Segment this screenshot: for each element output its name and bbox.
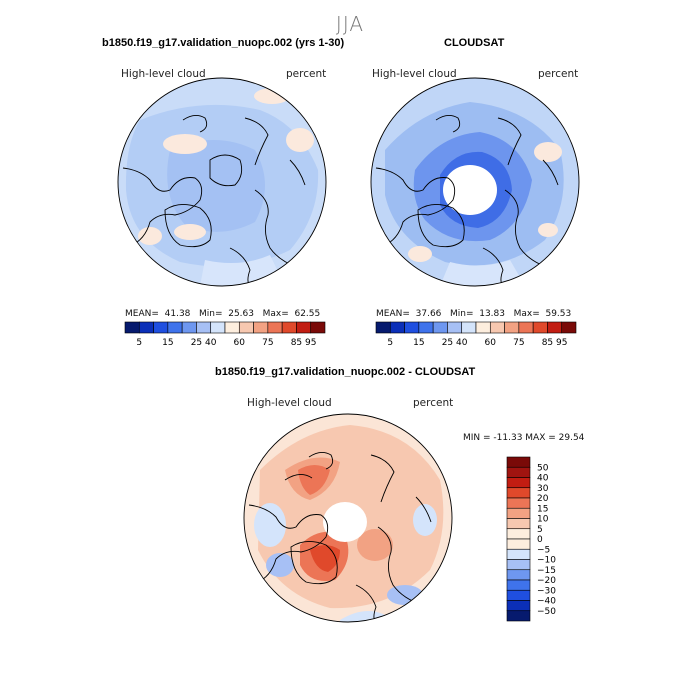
panel3-colorbar-tick-label: −15 bbox=[537, 566, 556, 576]
panel3-colorbar-swatch bbox=[506, 466, 531, 478]
panel1-stats: MEAN= 41.38 Min= 25.63 Max= 62.55 bbox=[125, 309, 321, 319]
panel2-colorbar-swatch bbox=[504, 321, 520, 334]
panel2-colorbar-swatch bbox=[418, 321, 434, 334]
panel1-units-label: percent bbox=[286, 68, 327, 80]
panel2-colorbar-swatch bbox=[389, 321, 405, 334]
panel1-colorbar-swatch bbox=[281, 321, 297, 334]
panel2-colorbar-tick-label: 95 bbox=[556, 338, 567, 348]
panel3-colorbar-tick-label: −40 bbox=[537, 597, 556, 607]
panel3-coastlines bbox=[248, 452, 432, 622]
panel1-colorbar-tick-label: 95 bbox=[305, 338, 316, 348]
panel3-stats: MIN = -11.33 MAX = 29.54 bbox=[463, 433, 585, 443]
panel3-colorbar-tick-label: −5 bbox=[537, 545, 550, 555]
panel3-colorbar-swatch bbox=[506, 548, 531, 560]
panel1-field-label: High-level cloud bbox=[121, 68, 206, 80]
panel1-map bbox=[118, 78, 326, 286]
panel2-colorbar-swatch bbox=[404, 321, 420, 334]
panel3-colorbar-swatch bbox=[506, 538, 531, 550]
panel2-map bbox=[371, 78, 579, 286]
panel2-colorbar-swatch bbox=[447, 321, 463, 334]
panel1-colorbar-swatch bbox=[196, 321, 212, 334]
panel2-colorbar-swatch bbox=[532, 321, 548, 334]
panel1-colorbar-swatch bbox=[310, 321, 326, 334]
panel2-colorbar-tick-label: 15 bbox=[413, 338, 424, 348]
panel1-colorbar-tick-label: 25 bbox=[191, 338, 202, 348]
panel1-colorbar-swatch bbox=[210, 321, 226, 334]
panel3-colorbar-swatch bbox=[506, 518, 531, 530]
panel1-colorbar-swatch bbox=[296, 321, 312, 334]
panel3-field-label: High-level cloud bbox=[247, 397, 332, 409]
panel2-title: CLOUDSAT bbox=[444, 37, 505, 49]
panel3-colorbar-tick-label: −10 bbox=[537, 556, 556, 566]
panel2-coastlines bbox=[375, 115, 559, 286]
season-title: JJA bbox=[335, 12, 365, 36]
panel2-colorbar-swatch bbox=[461, 321, 477, 334]
panel1-colorbar-swatch bbox=[238, 321, 254, 334]
panel2-colorbar-tick-label: 60 bbox=[485, 338, 497, 348]
panel3-colorbar-tick-label: −30 bbox=[537, 586, 556, 596]
panel3-colorbar-tick-label: −50 bbox=[537, 607, 556, 617]
panel2-colorbar-tick-label: 5 bbox=[387, 338, 393, 348]
panel3-map bbox=[244, 414, 452, 622]
panel1-colorbar-swatch bbox=[167, 321, 183, 334]
panel3-colorbar-swatch bbox=[506, 579, 531, 591]
panel1-colorbar-tick-label: 15 bbox=[162, 338, 173, 348]
panel1-colorbar-swatch bbox=[253, 321, 269, 334]
panel1-title: b1850.f19_g17.validation_nuopc.002 (yrs … bbox=[102, 37, 345, 49]
panel3-colorbar-swatch bbox=[506, 589, 531, 601]
panel1-colorbar-tick-label: 60 bbox=[234, 338, 246, 348]
panel2-colorbar-tick-label: 40 bbox=[456, 338, 468, 348]
panel3-colorbar-tick-label: 30 bbox=[537, 484, 549, 494]
panel3-colorbar-tick-label: 40 bbox=[537, 474, 549, 484]
panel2-colorbar-swatch bbox=[432, 321, 448, 334]
panel2-colorbar-tick-label: 75 bbox=[513, 338, 524, 348]
panel3-colorbar-swatch bbox=[506, 569, 531, 581]
panel3-colorbar-tick-label: 50 bbox=[537, 463, 549, 473]
panel2-colorbar-swatch bbox=[561, 321, 577, 334]
panel3-colorbar-tick-label: 15 bbox=[537, 504, 548, 514]
panel3-colorbar-swatch bbox=[506, 610, 531, 622]
panel3-colorbar-tick-label: 5 bbox=[537, 525, 543, 535]
panel3-colorbar-swatch bbox=[506, 497, 531, 509]
panel1-colorbar-swatch bbox=[181, 321, 197, 334]
panel3-title: b1850.f19_g17.validation_nuopc.002 - CLO… bbox=[215, 366, 476, 378]
panel3-colorbar-tick-label: 0 bbox=[537, 535, 543, 545]
panel3-colorbar-tick-label: 10 bbox=[537, 515, 549, 525]
panel1-colorbar-swatch bbox=[138, 321, 154, 334]
panel3-colorbar-swatch bbox=[506, 477, 531, 489]
panel1-colorbar: 5 15 25 40 60 75 85 95 bbox=[124, 321, 326, 348]
panel3-colorbar-swatch bbox=[506, 456, 531, 468]
panel1-colorbar-tick-label: 75 bbox=[262, 338, 273, 348]
panel1-colorbar-tick-label: 85 bbox=[291, 338, 302, 348]
panel1-colorbar-tick-label: 40 bbox=[205, 338, 217, 348]
panel3-colorbar-tick-label: −20 bbox=[537, 576, 556, 586]
panel2-colorbar-swatch bbox=[489, 321, 505, 334]
panel3-colorbar-swatch bbox=[506, 559, 531, 571]
panel1-colorbar-swatch bbox=[153, 321, 169, 334]
panel2-field-label: High-level cloud bbox=[372, 68, 457, 80]
panel1-colorbar-tick-label: 5 bbox=[136, 338, 142, 348]
panel2-colorbar-swatch bbox=[518, 321, 534, 334]
panel2-colorbar-tick-label: 85 bbox=[542, 338, 553, 348]
panel3-units-label: percent bbox=[413, 397, 454, 409]
panel3-colorbar-swatch bbox=[506, 528, 531, 540]
panel2-colorbar-tick-label: 25 bbox=[442, 338, 453, 348]
panel3-colorbar-swatch bbox=[506, 487, 531, 499]
panel2-colorbar: 5 15 25 40 60 75 85 95 bbox=[375, 321, 577, 348]
panel1-colorbar-swatch bbox=[224, 321, 240, 334]
panel2-units-label: percent bbox=[538, 68, 579, 80]
panel3-colorbar-swatch bbox=[506, 600, 531, 612]
panel3-colorbar-swatch bbox=[506, 507, 531, 519]
panel3-colorbar-tick-label: 20 bbox=[537, 494, 549, 504]
panel2-colorbar-swatch bbox=[475, 321, 491, 334]
panel2-colorbar-swatch bbox=[375, 321, 391, 334]
panel1-coastlines bbox=[122, 115, 306, 286]
panel2-stats: MEAN= 37.66 Min= 13.83 Max= 59.53 bbox=[376, 309, 572, 319]
panel1-colorbar-swatch bbox=[124, 321, 140, 334]
panel2-colorbar-swatch bbox=[547, 321, 563, 334]
panel1-colorbar-swatch bbox=[267, 321, 283, 334]
